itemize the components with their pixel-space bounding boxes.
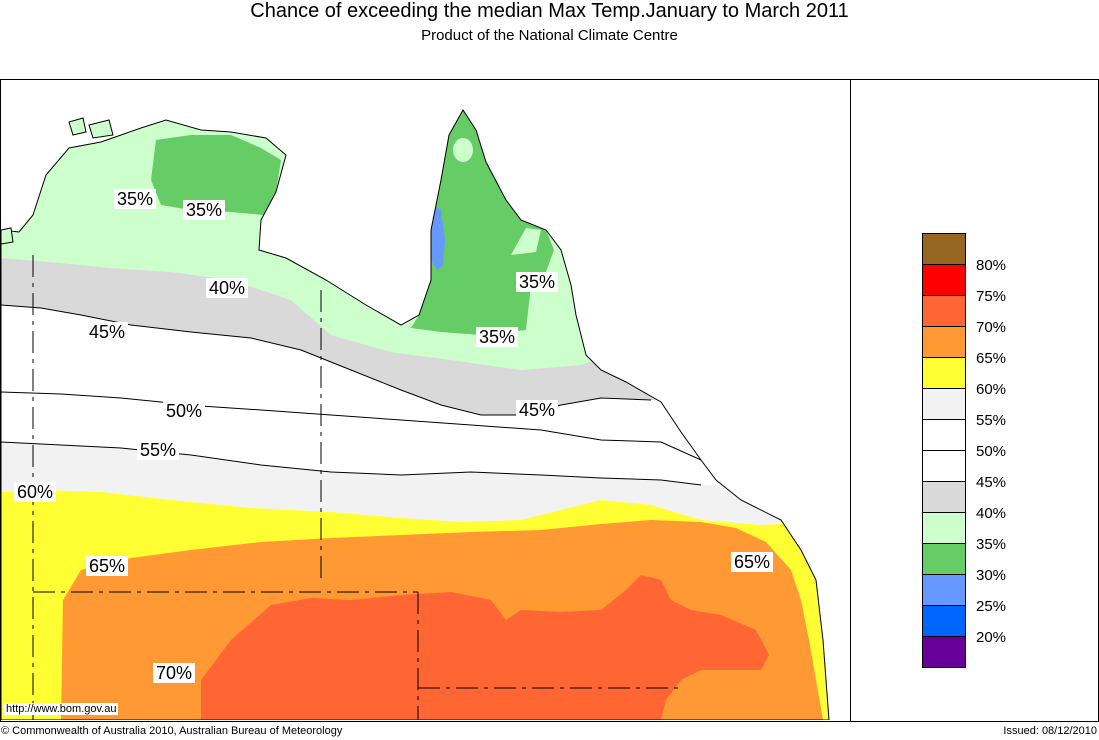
legend-swatch [922, 388, 966, 420]
map-subtitle: Product of the National Climate Centre [421, 27, 678, 44]
legend-swatch [922, 295, 966, 327]
contour-label-35: 35% [516, 272, 559, 292]
coast-islands [1, 117, 114, 245]
zone-35-cape-tip [453, 138, 473, 162]
legend-label: 70% [976, 319, 1007, 336]
legend-label: 20% [976, 629, 1007, 646]
legend-swatch [922, 543, 966, 575]
legend-label: 30% [976, 567, 1007, 584]
legend-label: 80% [976, 257, 1007, 274]
contour-label-60: 60% [14, 482, 57, 502]
legend-swatch [922, 326, 966, 358]
legend-swatch [922, 264, 966, 296]
legend-label: 60% [976, 381, 1007, 398]
zone-70 [201, 575, 769, 720]
source-url: http://www.bom.gov.au [4, 703, 119, 715]
contour-label-35: 35% [476, 327, 519, 347]
legend-swatch [922, 574, 966, 606]
contour-label-70: 70% [153, 663, 196, 683]
legend-swatch [922, 512, 966, 544]
legend-label: 75% [976, 288, 1007, 305]
contour-label-45: 45% [86, 322, 129, 342]
contour-label-45: 45% [516, 400, 559, 420]
zone-35-islet [511, 228, 541, 255]
zone-30 [151, 135, 281, 215]
issued-date: Issued: 08/12/2010 [1003, 725, 1097, 737]
legend-swatch [922, 357, 966, 389]
legend-label: 65% [976, 350, 1007, 367]
legend-label: 55% [976, 412, 1007, 429]
legend-divider [850, 79, 851, 721]
legend-swatch [922, 605, 966, 637]
contour-label-65: 65% [731, 552, 774, 572]
legend-swatch [922, 450, 966, 482]
copyright-notice: © Commonwealth of Australia 2010, Austra… [1, 725, 343, 737]
legend-swatch [922, 233, 966, 265]
legend-label: 25% [976, 598, 1007, 615]
legend-label: 50% [976, 443, 1007, 460]
legend-label: 35% [976, 536, 1007, 553]
legend-label: 40% [976, 505, 1007, 522]
legend-swatch [922, 481, 966, 513]
probability-map [1, 80, 850, 720]
zone-25 [431, 205, 445, 270]
legend-label: 45% [976, 474, 1007, 491]
contour-label-55: 55% [137, 440, 180, 460]
contour-label-50: 50% [163, 401, 206, 421]
map-title: Chance of exceeding the median Max Temp.… [250, 0, 849, 22]
contour-label-40: 40% [206, 278, 249, 298]
legend-swatch [922, 419, 966, 451]
zone-55 [1, 442, 829, 525]
legend-swatch [922, 636, 966, 668]
contour-label-35: 35% [114, 189, 157, 209]
contour-label-65: 65% [86, 556, 129, 576]
contour-label-35: 35% [183, 200, 226, 220]
